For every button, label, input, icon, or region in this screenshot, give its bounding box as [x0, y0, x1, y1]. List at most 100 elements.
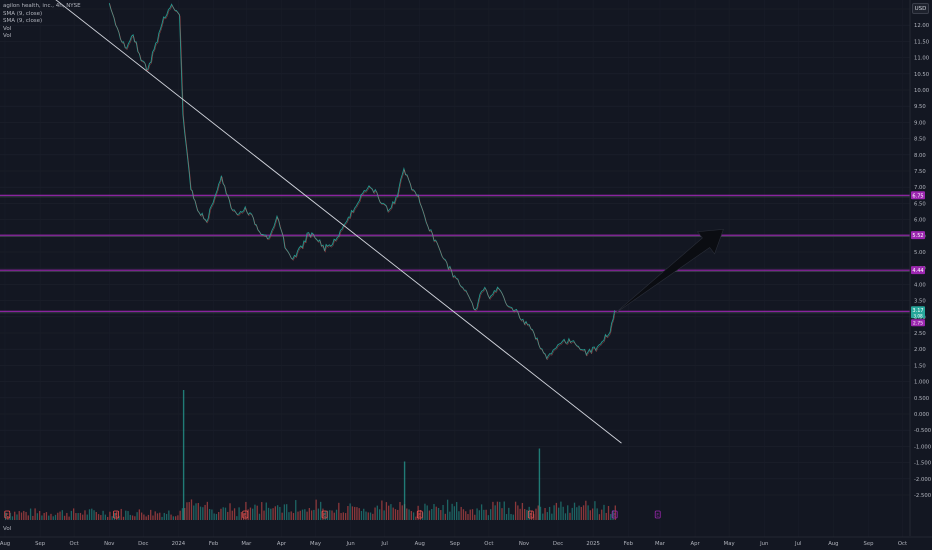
- time-axis[interactable]: Aug Sep Oct Nov Dec 2024 Feb Mar Apr May Jun Jul Aug…: [0, 536, 932, 547]
- volume-bar: [143, 514, 145, 520]
- volume-bar: [113, 512, 116, 520]
- y-tick-label: -1.000: [914, 444, 932, 450]
- volume-bar: [27, 515, 29, 520]
- legend[interactable]: agilon health, inc., 4h, NYSE SMA (9, cl…: [3, 3, 81, 41]
- volume-bar: [573, 502, 576, 520]
- volume-bar: [435, 506, 437, 520]
- volume-bar: [154, 511, 156, 520]
- volume-bar: [122, 516, 125, 520]
- volume-bar: [501, 508, 503, 520]
- volume-bar: [390, 504, 392, 520]
- volume-bar: [218, 512, 220, 520]
- x-tick-label: 2024: [172, 541, 186, 547]
- volume-bar: [258, 513, 261, 520]
- volume-bar: [61, 510, 63, 520]
- volume-bar: [186, 502, 188, 520]
- x-tick-label: Dec: [138, 541, 148, 547]
- x-tick-label: May: [310, 541, 321, 547]
- projection-arrow[interactable]: [614, 228, 724, 314]
- volume-bar: [467, 514, 469, 520]
- y-tick-label: -1.500: [914, 461, 932, 467]
- volume-bar: [437, 507, 440, 520]
- volume-bar: [510, 514, 512, 520]
- level-price-tag: [911, 231, 925, 240]
- volume-bar: [367, 512, 369, 520]
- volume-bar: [9, 513, 11, 520]
- volume-bar: [156, 513, 159, 520]
- volume-bar: [315, 499, 317, 520]
- x-tick-label: Jun: [345, 541, 354, 547]
- volume-bar: [376, 505, 378, 520]
- y-tick-label: 4.00: [914, 282, 926, 288]
- volume-bar: [528, 506, 530, 520]
- volume-bar: [342, 512, 344, 520]
- event-marker-label: E: [323, 513, 326, 518]
- volume-bar: [378, 509, 381, 520]
- volume-bar: [57, 512, 59, 520]
- volume-bar: [596, 508, 598, 520]
- legend-sma-2[interactable]: SMA (9, close): [3, 18, 43, 25]
- volume-bar: [383, 510, 385, 520]
- legend-vol-1[interactable]: Vol: [3, 25, 12, 32]
- price-tags: 6.75 5.52 4.44 3.173.08 2.75: [911, 191, 925, 327]
- volume-bar: [304, 509, 306, 520]
- volume-bar: [170, 514, 172, 520]
- volume-bar: [344, 513, 347, 520]
- legend-vol-2[interactable]: Vol: [3, 33, 12, 40]
- volume-bar: [369, 512, 372, 520]
- volume-bar: [533, 514, 535, 520]
- volume-bar: [263, 510, 265, 520]
- volume-bar: [354, 506, 356, 520]
- volume-bar: [333, 512, 335, 520]
- volume-bar: [589, 510, 592, 520]
- volume-bar: [120, 508, 122, 520]
- event-marker: [242, 510, 249, 519]
- volume-bar: [449, 511, 451, 520]
- volume-bar: [276, 505, 279, 520]
- volume-bar: [594, 501, 596, 520]
- event-marker: [527, 510, 534, 519]
- x-tick-label: Jul: [380, 541, 387, 547]
- volume-bar: [88, 509, 91, 520]
- volume-bar: [335, 509, 338, 520]
- volume-bar: [329, 510, 331, 520]
- volume-bar: [605, 512, 607, 520]
- volume-bar: [199, 506, 202, 520]
- volume-bar: [127, 511, 129, 520]
- volume-bar: [392, 507, 394, 520]
- volume-bar: [116, 511, 118, 520]
- volume-bar: [188, 502, 190, 520]
- current-price-countdown: 3.08: [913, 313, 923, 318]
- x-tick-label: Oct: [484, 541, 493, 547]
- volume-bar: [610, 514, 612, 520]
- volume-bar: [82, 514, 84, 520]
- volume-bar: [11, 516, 14, 520]
- volume-bar: [308, 508, 310, 520]
- volume-bar: [356, 507, 358, 520]
- volume-bar: [410, 511, 412, 520]
- y-tick-label: 1.50: [914, 363, 926, 369]
- volume-bar: [181, 508, 184, 520]
- currency-button[interactable]: USD: [912, 3, 929, 14]
- legend-sma-1[interactable]: SMA (9, close): [3, 10, 43, 17]
- horizontal-levels[interactable]: [0, 194, 910, 314]
- x-tick-label: May: [724, 541, 735, 547]
- volume-bar: [567, 505, 569, 520]
- y-tick-label: 6.00: [914, 218, 926, 224]
- volume-bar: [252, 508, 254, 520]
- volume-bar: [97, 514, 100, 520]
- volume-bar: [41, 515, 43, 520]
- trend-line[interactable]: [47, 0, 622, 444]
- volume-bar: [548, 506, 551, 520]
- volume-bar: [607, 505, 610, 520]
- volume-bar: [247, 509, 249, 520]
- y-tick-label: 9.50: [914, 104, 926, 110]
- volume-bar: [349, 503, 351, 520]
- event-marker: [4, 510, 11, 519]
- volume-bar: [125, 510, 127, 520]
- volume-bar: [487, 515, 490, 520]
- volume-bar: [159, 512, 161, 520]
- volume-bar: [224, 507, 227, 520]
